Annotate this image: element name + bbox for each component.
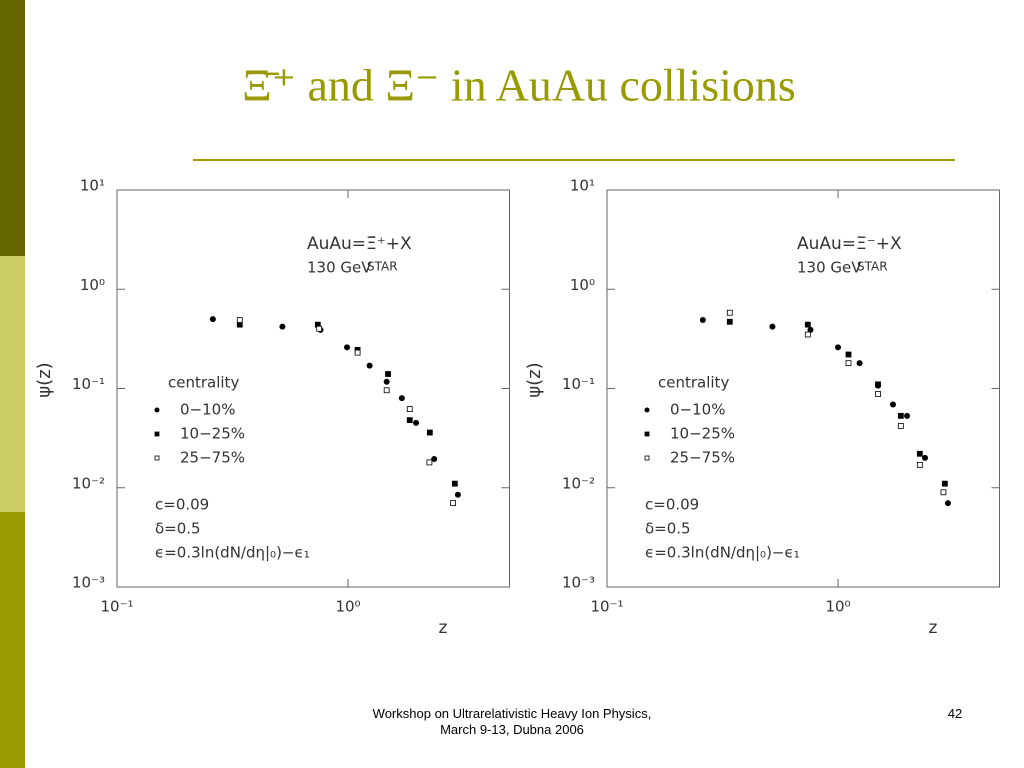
data-point: [385, 371, 391, 377]
note: δ=0.5: [645, 520, 691, 538]
data-point: [209, 316, 216, 323]
y-axis-label: ψ(z): [524, 362, 545, 397]
x-axis-label: z: [929, 618, 938, 638]
footer: Workshop on Ultrarelativistic Heavy Ion …: [372, 706, 652, 737]
x-tick-label: 10⁻¹: [100, 598, 133, 616]
data-point: [807, 326, 814, 333]
data-point: [316, 325, 323, 332]
x-axis-label: z: [439, 618, 448, 638]
data-point: [344, 344, 351, 351]
legend-marker: [644, 431, 650, 437]
annotation: 130 GeV: [307, 259, 372, 277]
y-tick-label: 10¹: [80, 177, 105, 195]
y-tick-label: 10⁰: [80, 276, 105, 294]
data-point: [406, 417, 413, 424]
data-point: [845, 351, 852, 358]
y-tick-label: 10⁻¹: [72, 375, 105, 393]
data-point: [835, 344, 842, 351]
data-point: [769, 323, 776, 330]
x-tick-label: 10⁰: [335, 598, 360, 616]
annotation: AuAu=Ξ⁻+X: [797, 234, 902, 254]
data-point: [897, 412, 904, 419]
data-point: [726, 309, 733, 316]
annotation: 130 GeV: [797, 259, 862, 277]
data-point: [454, 491, 461, 498]
side-bar: [0, 256, 25, 512]
data-point: [426, 459, 433, 466]
annotation: STAR: [367, 260, 398, 274]
legend-label: 10−25%: [180, 425, 245, 443]
note: ϵ=0.3ln(dN/dη|₀)−ϵ₁: [645, 544, 800, 562]
data-point: [366, 362, 373, 369]
data-point: [804, 321, 811, 328]
legend-label: 0−10%: [670, 401, 725, 419]
y-tick-label: 10¹: [570, 177, 595, 195]
data-point: [413, 419, 420, 426]
data-point: [450, 500, 457, 507]
data-point: [236, 317, 243, 323]
side-bar: [0, 0, 25, 256]
plot: 10⁻³ 10⁻² 10⁻¹ 10⁰ 10¹ 10⁻¹ 10⁰ z ψ(z) AuAu=Ξ⁻+X 1…: [524, 177, 1000, 638]
data-point: [726, 318, 733, 325]
data-point: [699, 316, 706, 323]
y-tick-label: 10⁻³: [562, 574, 595, 592]
legend-marker: [154, 407, 160, 413]
y-tick-label: 10⁻¹: [562, 375, 595, 393]
legend-label: 0−10%: [180, 401, 235, 419]
note: δ=0.5: [155, 520, 201, 538]
note: c=0.09: [645, 496, 699, 514]
data-point: [426, 429, 433, 436]
y-tick-label: 10⁻³: [72, 574, 105, 592]
x-tick-label: 10⁻¹: [590, 598, 623, 616]
side-bar: [0, 512, 25, 768]
note: ϵ=0.3ln(dN/dη|₀)−ϵ₁: [155, 544, 310, 562]
data-point: [383, 378, 390, 385]
data-point: [904, 412, 911, 419]
data-point: [279, 323, 286, 330]
data-point: [897, 422, 904, 429]
data-point: [406, 406, 413, 413]
legend-label: 25−75%: [670, 449, 735, 467]
annotation: AuAu=Ξ̄⁺+X: [307, 234, 412, 254]
legend-title: centrality: [168, 374, 239, 392]
data-point: [944, 500, 951, 507]
data-point: [856, 360, 863, 367]
data-point: [398, 395, 405, 402]
data-point: [804, 331, 811, 338]
note: c=0.09: [155, 496, 209, 514]
data-point: [940, 489, 947, 496]
data-point: [451, 480, 458, 487]
data-point: [845, 360, 852, 367]
data-point: [916, 450, 923, 457]
data-point: [941, 480, 948, 487]
data-point: [875, 381, 881, 388]
legend-label: 25−75%: [180, 449, 245, 467]
y-axis-label: ψ(z): [34, 362, 55, 397]
data-point: [916, 461, 923, 468]
legend-marker: [644, 455, 650, 461]
page-number: 42: [947, 706, 963, 721]
y-tick-label: 10⁻²: [72, 474, 105, 492]
data-point: [890, 401, 897, 408]
y-tick-label: 10⁻²: [562, 474, 595, 492]
x-tick-label: 10⁰: [825, 598, 850, 616]
data-point: [383, 387, 390, 394]
plot: 10⁻³ 10⁻² 10⁻¹ 10⁰ 10¹ 10⁻¹ 10⁰ z ψ(z) AuAu=Ξ̄⁺+X…: [34, 177, 510, 638]
data-point: [875, 391, 881, 397]
legend-label: 10−25%: [670, 425, 735, 443]
annotation: STAR: [857, 260, 888, 274]
data-point: [922, 454, 929, 461]
legend-marker: [644, 407, 650, 413]
y-tick-label: 10⁰: [570, 276, 595, 294]
legend-marker: [154, 455, 160, 461]
slide-title: Ξ̄⁺ and Ξ⁻ in AuAu collisions: [242, 60, 796, 111]
legend-marker: [154, 431, 160, 437]
data-point: [431, 455, 438, 462]
data-point: [354, 349, 361, 356]
legend-title: centrality: [658, 374, 729, 392]
